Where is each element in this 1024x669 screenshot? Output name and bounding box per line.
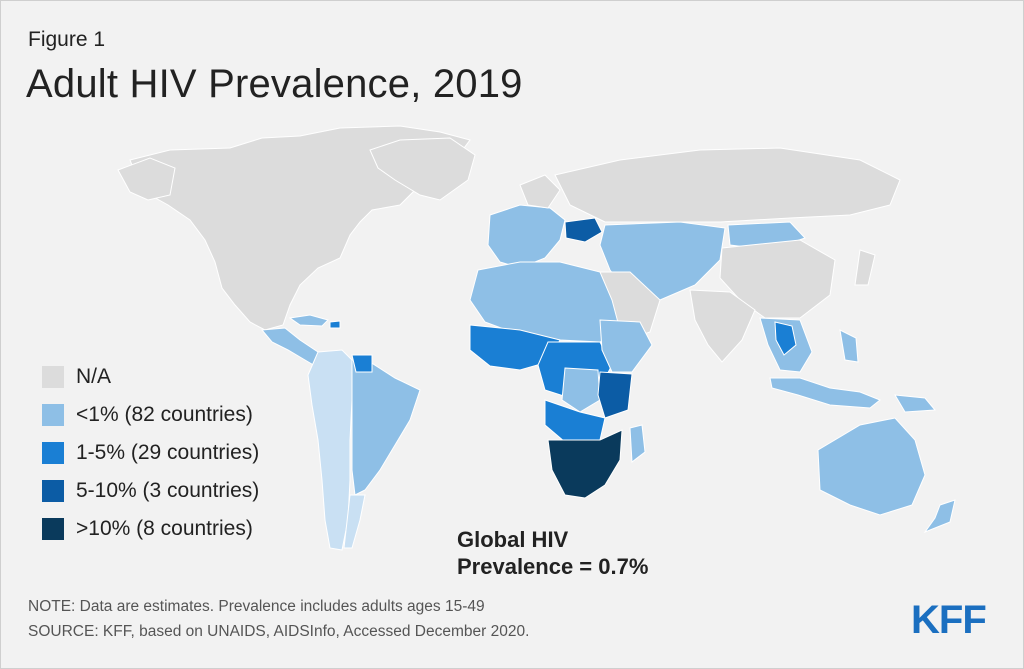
region-japan	[854, 249, 876, 286]
legend-swatch	[42, 518, 64, 540]
footnote-note: NOTE: Data are estimates. Prevalence inc…	[28, 598, 485, 615]
legend-item-na: N/A	[42, 358, 259, 396]
stat-line-2: Prevalence = 0.7%	[457, 554, 649, 579]
legend-label: <1% (82 countries)	[76, 403, 253, 426]
legend-swatch	[42, 404, 64, 426]
region-caribbean	[288, 314, 329, 327]
kff-logo: KFF	[911, 598, 987, 642]
region-haiti	[329, 320, 341, 329]
region-new-zealand	[923, 499, 956, 534]
region-drc	[561, 367, 601, 413]
region-southern-africa	[547, 429, 623, 499]
region-thailand	[774, 321, 797, 356]
region-north-america	[129, 125, 471, 331]
footnote-source: SOURCE: KFF, based on UNAIDS, AIDSInfo, …	[28, 623, 530, 640]
region-china	[719, 239, 836, 319]
region-kenya-tanzania	[597, 371, 633, 419]
global-prevalence-stat: Global HIV Prevalence = 0.7%	[457, 526, 648, 580]
legend-swatch	[42, 366, 64, 388]
legend-item-gt10: >10% (8 countries)	[42, 510, 259, 548]
figure-label: Figure 1	[28, 28, 106, 51]
legend-swatch	[42, 442, 64, 464]
region-brazil	[351, 359, 421, 496]
legend-label: 5-10% (3 countries)	[76, 479, 260, 502]
region-indonesia	[769, 377, 881, 409]
region-russia	[554, 147, 901, 223]
legend-item-lt1: <1% (82 countries)	[42, 396, 259, 434]
region-argentina-south	[343, 494, 366, 549]
region-alaska	[117, 157, 176, 201]
legend-label: >10% (8 countries)	[76, 517, 253, 540]
region-madagascar	[629, 424, 646, 463]
legend-item-1-5: 1-5% (29 countries)	[42, 434, 259, 472]
region-europe	[487, 204, 566, 269]
footnote: NOTE: Data are estimates. Prevalence inc…	[28, 594, 529, 644]
region-south-america-west	[307, 349, 353, 551]
region-guyana	[351, 354, 373, 373]
region-west-africa	[469, 324, 561, 371]
region-india	[689, 289, 756, 363]
legend-item-5-10: 5-10% (3 countries)	[42, 472, 259, 510]
legend-label: 1-5% (29 countries)	[76, 441, 260, 464]
map-legend: N/A <1% (82 countries) 1-5% (29 countrie…	[42, 358, 259, 548]
page-title: Adult HIV Prevalence, 2019	[26, 62, 523, 106]
region-png	[894, 394, 937, 413]
region-scandinavia	[519, 174, 561, 209]
legend-label: N/A	[76, 365, 112, 388]
region-australia	[817, 417, 926, 516]
region-greenland	[369, 137, 476, 201]
region-philippines	[839, 329, 859, 363]
stat-line-1: Global HIV	[457, 527, 569, 552]
legend-swatch	[42, 480, 64, 502]
region-ukraine	[564, 217, 603, 243]
region-east-africa	[599, 319, 653, 373]
